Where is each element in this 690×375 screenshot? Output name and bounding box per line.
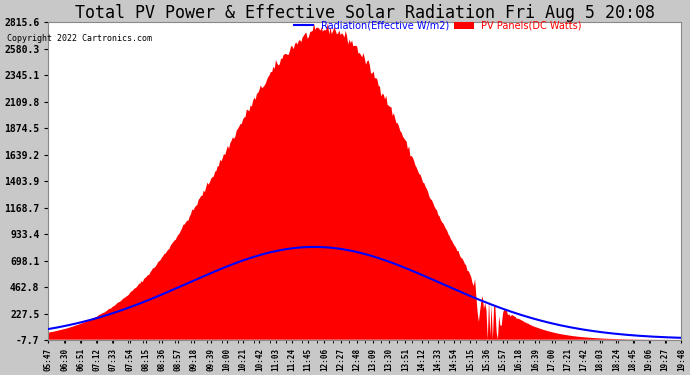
- Title: Total PV Power & Effective Solar Radiation Fri Aug 5 20:08: Total PV Power & Effective Solar Radiati…: [75, 4, 655, 22]
- Legend: Radiation(Effective W/m2), PV Panels(DC Watts): Radiation(Effective W/m2), PV Panels(DC …: [294, 21, 582, 31]
- Text: Copyright 2022 Cartronics.com: Copyright 2022 Cartronics.com: [7, 34, 152, 43]
